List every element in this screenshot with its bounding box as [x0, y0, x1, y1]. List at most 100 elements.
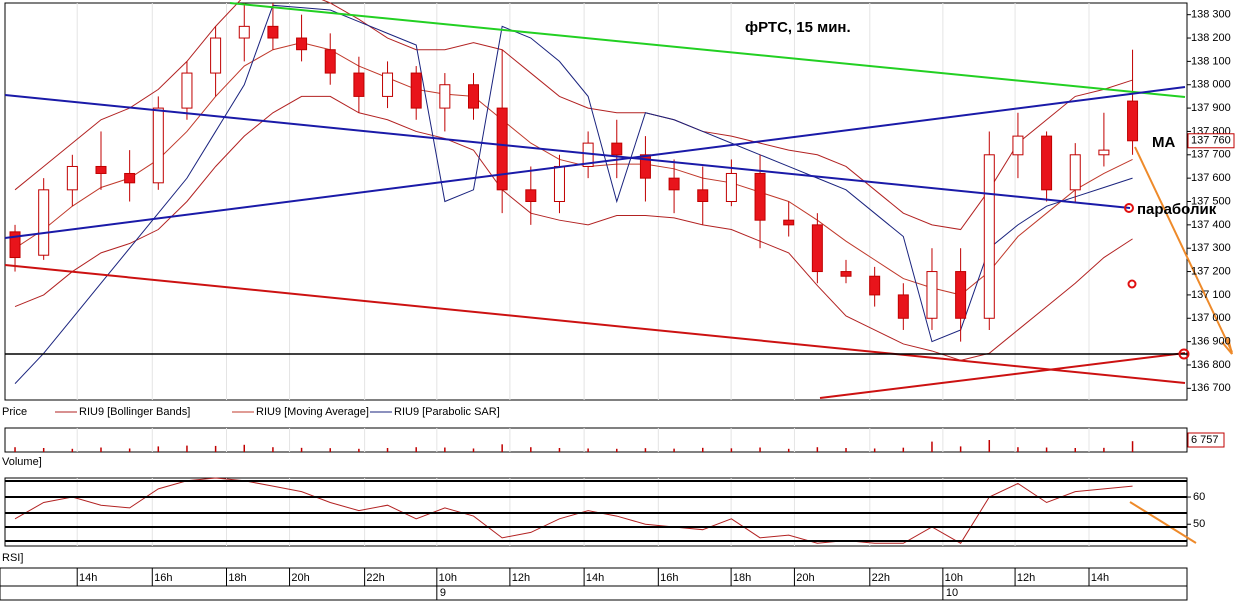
date-tick-label: 9 [440, 587, 446, 599]
annotation: MA [1152, 134, 1175, 151]
x-tick-label: 16h [154, 572, 172, 584]
candle-body [324, 49, 336, 74]
legend: RIU9 [Bollinger Bands] RIU9 [Moving Avera… [55, 406, 500, 418]
candle-body [38, 189, 50, 256]
candle-body [1012, 135, 1024, 156]
candle-body [525, 189, 537, 203]
candle-body [496, 107, 508, 191]
candle-body [725, 172, 737, 202]
x-tick-label: 10h [439, 572, 457, 584]
chart-title: фРТС, 15 мин. [745, 19, 851, 36]
y-tick-label: 137 100 [1191, 289, 1231, 301]
trend-line [4, 264, 1186, 384]
legend-label: RIU9 [Moving Average] [256, 406, 369, 418]
x-tick-label: 20h [291, 572, 309, 584]
candle-body [95, 165, 107, 174]
date-tick-label: 10 [946, 587, 958, 599]
volume-panel [4, 427, 1188, 453]
arrow-head [1221, 337, 1233, 355]
candle-body [897, 294, 909, 319]
candle-body [811, 224, 823, 273]
y-tick-label: 50 [1193, 518, 1205, 530]
candle-body [754, 172, 766, 221]
x-tick-label: 14h [586, 572, 604, 584]
y-tick-label: 138 300 [1191, 9, 1231, 21]
marker [1124, 203, 1134, 213]
candle-body [181, 72, 193, 109]
y-tick-label: 137 700 [1191, 149, 1231, 161]
x-tick-label: 22h [366, 572, 384, 584]
candle-body [697, 189, 709, 203]
candle-body [1041, 135, 1053, 191]
candle-body [1127, 100, 1139, 142]
candle-body [382, 72, 394, 97]
last-value-label: 6 757 [1191, 434, 1219, 446]
candle-body [926, 271, 938, 319]
x-tick-label: 14h [1091, 572, 1109, 584]
candle-body [439, 84, 451, 109]
y-tick-label: 138 000 [1191, 79, 1231, 91]
legend-label: RIU9 [Parabolic SAR] [394, 406, 500, 418]
marks [9, 3, 1139, 544]
candle-body [152, 107, 164, 184]
last-value-box [1187, 133, 1235, 149]
candle-body [124, 172, 136, 184]
last-value-label: 137 760 [1191, 135, 1231, 147]
candle-body [238, 25, 250, 39]
x-tick-label: 18h [228, 572, 246, 584]
x-tick-label: 12h [512, 572, 530, 584]
trend-line [4, 94, 1131, 209]
candle-body [783, 219, 795, 226]
y-tick-label: 137 400 [1191, 219, 1231, 231]
candle-body [1069, 154, 1081, 191]
x-tick-label: 16h [660, 572, 678, 584]
candle-body [267, 25, 279, 39]
y-tick-label: 137 300 [1191, 242, 1231, 254]
x-tick-label: 22h [872, 572, 890, 584]
candle-body [983, 154, 995, 319]
indicator-line [14, 4, 1133, 384]
y-tick-label: 138 200 [1191, 32, 1231, 44]
candle-body [468, 84, 480, 109]
annotation: параболик [1137, 201, 1217, 218]
indicator-line [14, 0, 1133, 231]
y-tick-label: 138 100 [1191, 55, 1231, 67]
x-axis-panel [0, 567, 1188, 601]
trend-line [819, 352, 1186, 399]
y-tick-label: 136 700 [1191, 382, 1231, 394]
x-tick-label: 18h [733, 572, 751, 584]
indicator-line [14, 95, 1133, 361]
x-tick-label: 12h [1017, 572, 1035, 584]
candle-body [668, 177, 680, 191]
trend-line [4, 86, 1186, 239]
candle-body [553, 165, 565, 202]
panel-label: Volume] [2, 456, 42, 468]
trend-lines [4, 2, 1233, 544]
x-tick-label: 20h [796, 572, 814, 584]
candle-body [353, 72, 365, 97]
price-panel [4, 2, 1188, 401]
candle-body [9, 231, 21, 259]
candle-body [296, 37, 308, 51]
x-tick-label: 14h [79, 572, 97, 584]
y-tick-label: 60 [1193, 491, 1205, 503]
marker [1178, 348, 1190, 360]
x-tick-label: 10h [945, 572, 963, 584]
y-tick-label: 137 900 [1191, 102, 1231, 114]
panel-label: Price [2, 406, 27, 418]
rsi-line [14, 477, 1133, 544]
candle-body [410, 72, 422, 109]
candle-body [210, 37, 222, 74]
candle-body [1098, 149, 1110, 156]
candle-body [955, 271, 967, 319]
panel-label: RSI] [2, 552, 23, 564]
arrow [1134, 146, 1233, 353]
candle-body [869, 275, 881, 296]
candle-body [611, 142, 623, 156]
last-value-box [1187, 432, 1225, 448]
y-tick-label: 136 800 [1191, 359, 1231, 371]
y-tick-label: 137 000 [1191, 312, 1231, 324]
y-tick-label: 136 900 [1191, 336, 1231, 348]
